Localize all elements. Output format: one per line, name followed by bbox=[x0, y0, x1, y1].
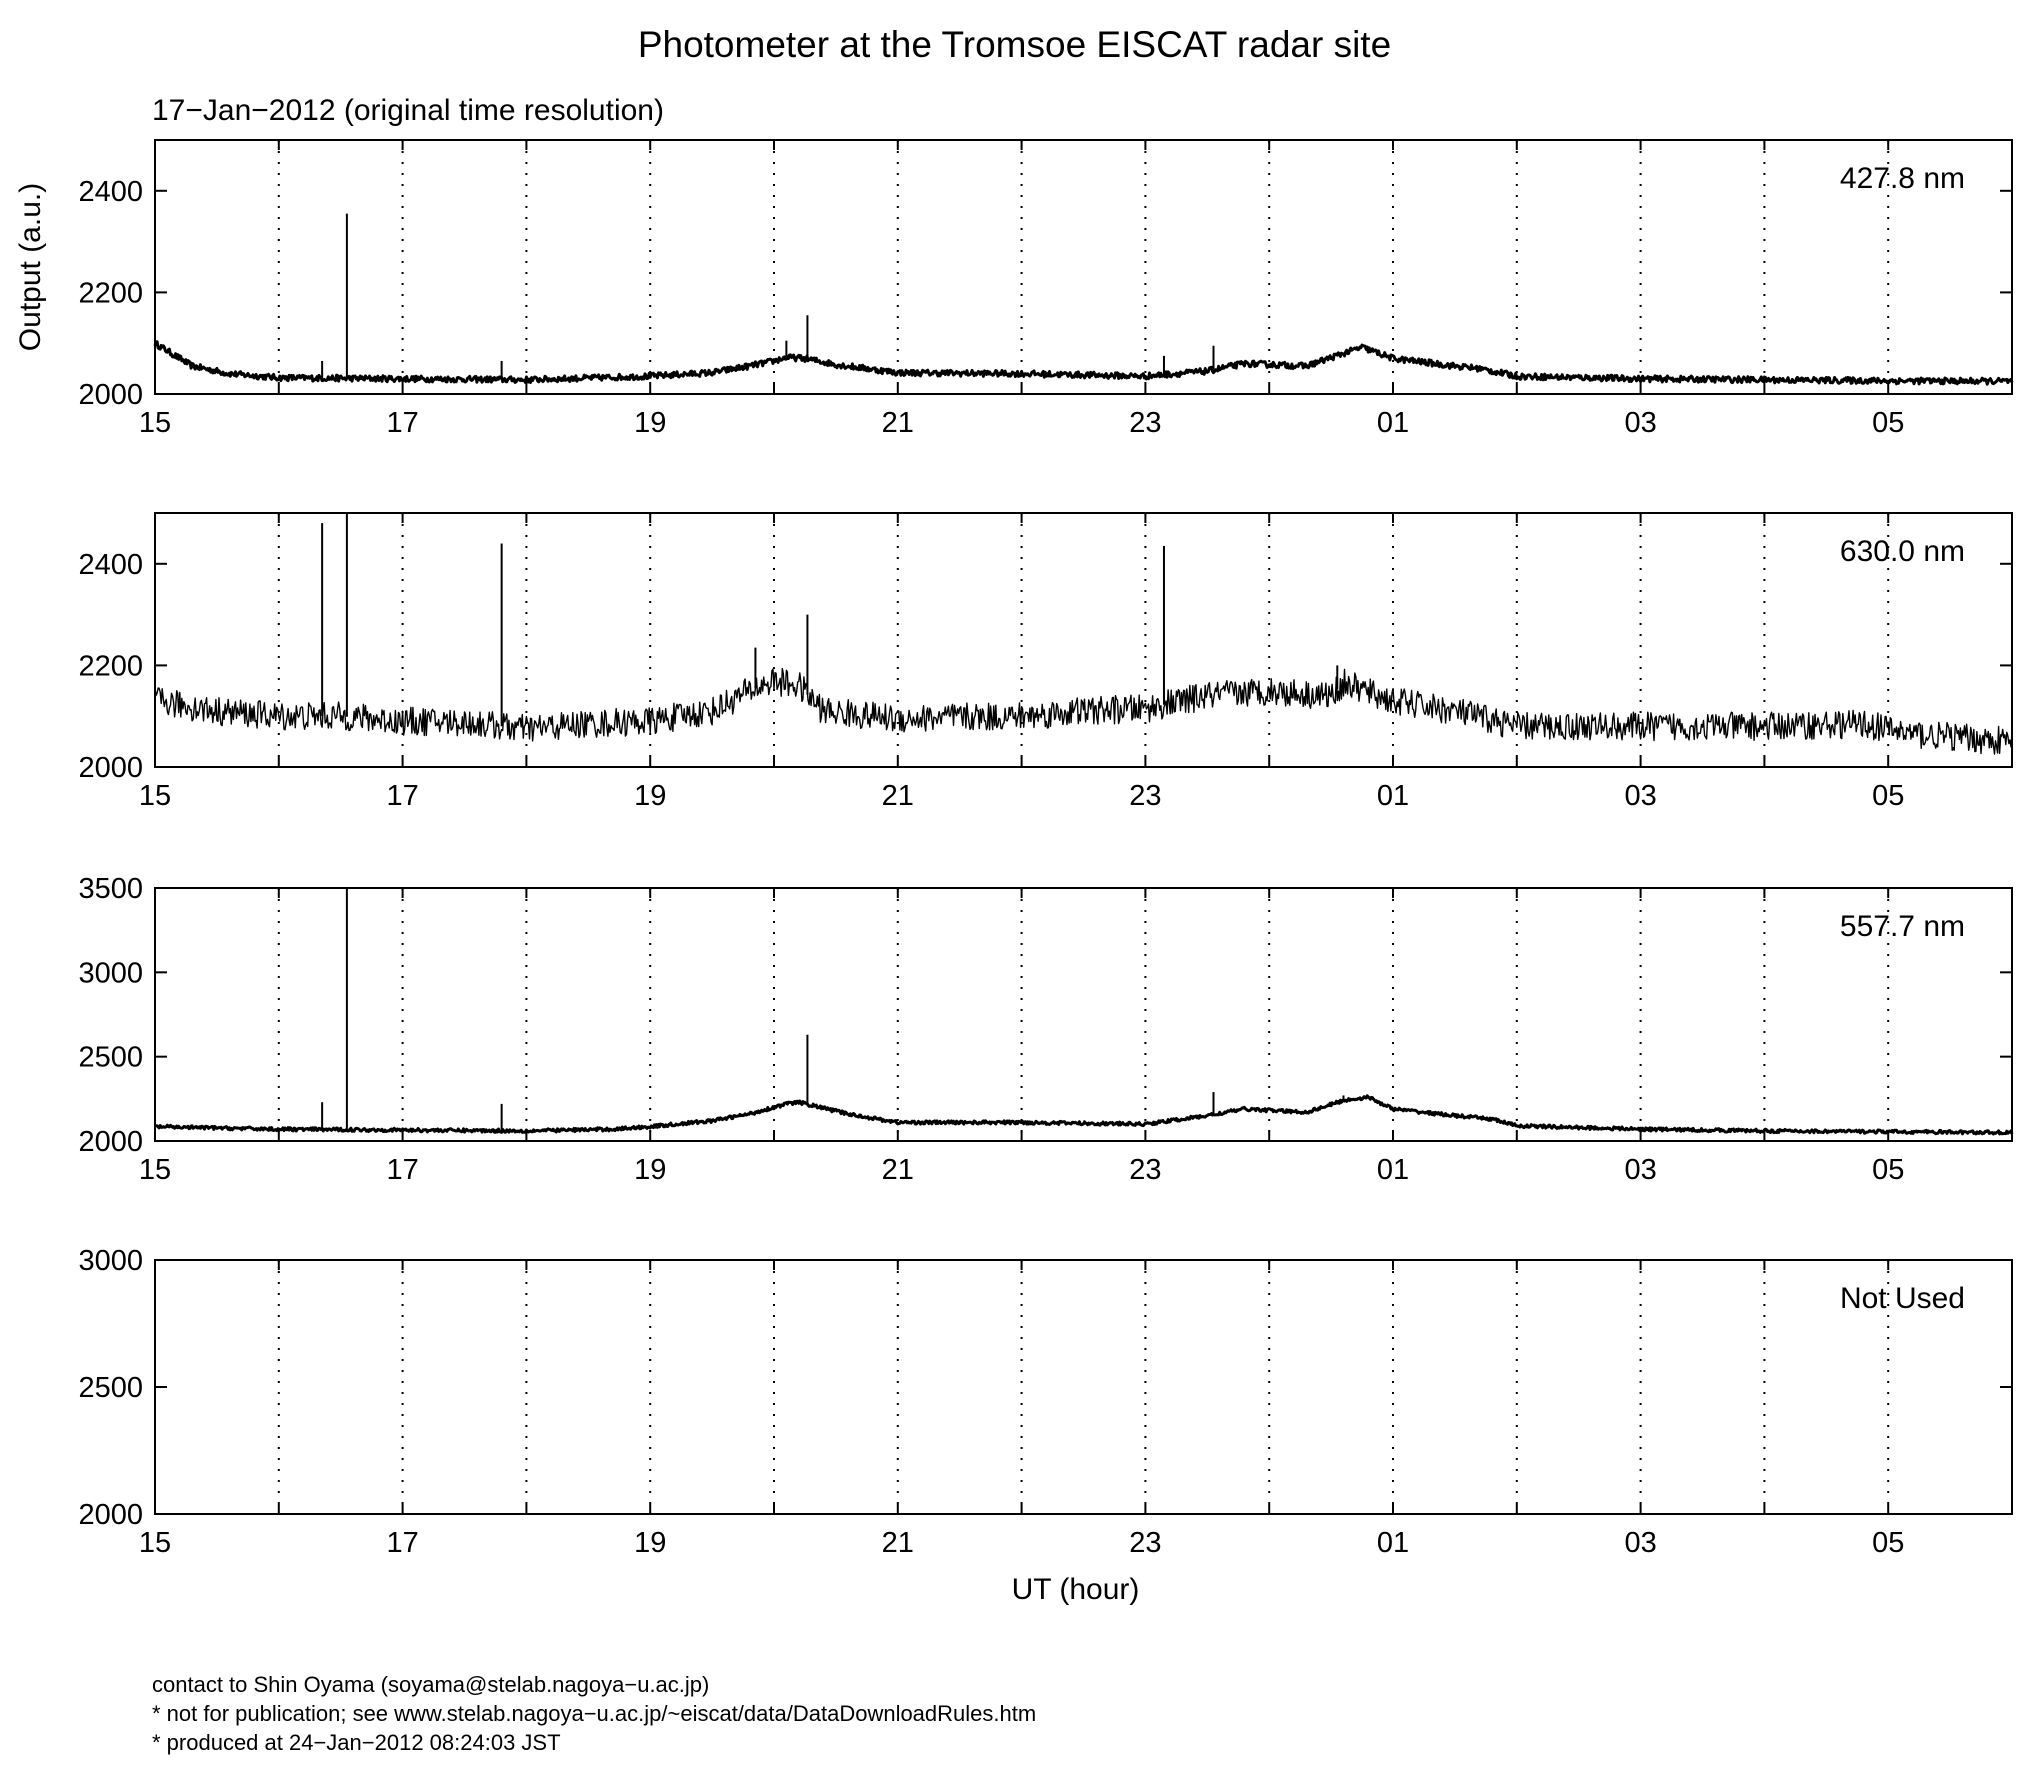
y-tick-label: 2400 bbox=[78, 176, 143, 208]
x-tick-label: 21 bbox=[882, 1527, 914, 1559]
y-tick-label: 3000 bbox=[78, 957, 143, 989]
x-tick-label: 05 bbox=[1872, 1154, 1904, 1186]
x-tick-label: 01 bbox=[1377, 1527, 1409, 1559]
series-line bbox=[153, 340, 2014, 386]
x-tick-label: 19 bbox=[634, 1154, 666, 1186]
chart-subtitle: 17−Jan−2012 (original time resolution) bbox=[152, 94, 664, 127]
y-tick-label: 3000 bbox=[78, 1245, 143, 1277]
y-tick-label: 2000 bbox=[78, 1126, 143, 1158]
y-tick-label: 2000 bbox=[78, 752, 143, 784]
y-axis-label: Output (a.u.) bbox=[14, 183, 47, 351]
x-tick-label: 17 bbox=[386, 1527, 418, 1559]
x-tick-label: 23 bbox=[1129, 780, 1161, 812]
y-tick-label: 2500 bbox=[78, 1372, 143, 1404]
x-tick-label: 15 bbox=[139, 1527, 171, 1559]
panel-frame bbox=[154, 1259, 2013, 1515]
footer-contact: contact to Shin Oyama (soyama@stelab.nag… bbox=[152, 1672, 710, 1697]
x-tick-label: 03 bbox=[1624, 407, 1656, 439]
chart-title: Photometer at the Tromsoe EISCAT radar s… bbox=[637, 24, 1392, 65]
panel-label: 630.0 nm bbox=[1840, 535, 1965, 568]
panel-label: 557.7 nm bbox=[1840, 910, 1965, 943]
x-tick-label: 05 bbox=[1872, 407, 1904, 439]
x-tick-label: 21 bbox=[882, 780, 914, 812]
panel-frame bbox=[154, 887, 2013, 1142]
x-tick-label: 03 bbox=[1624, 780, 1656, 812]
y-tick-label: 2400 bbox=[78, 549, 143, 581]
y-tick-label: 2200 bbox=[78, 650, 143, 682]
x-tick-label: 15 bbox=[139, 1154, 171, 1186]
x-tick-label: 03 bbox=[1624, 1527, 1656, 1559]
x-tick-label: 21 bbox=[882, 1154, 914, 1186]
footer: contact to Shin Oyama (soyama@stelab.nag… bbox=[152, 1670, 1036, 1757]
x-tick-label: 01 bbox=[1377, 407, 1409, 439]
panel-label: 427.8 nm bbox=[1840, 162, 1965, 195]
x-tick-label: 15 bbox=[139, 780, 171, 812]
x-tick-label: 23 bbox=[1129, 407, 1161, 439]
x-tick-label: 01 bbox=[1377, 1154, 1409, 1186]
x-tick-label: 19 bbox=[634, 407, 666, 439]
x-tick-label: 05 bbox=[1872, 780, 1904, 812]
x-tick-label: 19 bbox=[634, 780, 666, 812]
x-tick-label: 17 bbox=[386, 1154, 418, 1186]
y-tick-label: 2200 bbox=[78, 277, 143, 309]
y-tick-label: 2000 bbox=[78, 379, 143, 411]
panel-frame bbox=[154, 512, 2013, 768]
series-line bbox=[154, 1094, 2014, 1136]
x-tick-label: 03 bbox=[1624, 1154, 1656, 1186]
y-tick-label: 2000 bbox=[78, 1499, 143, 1531]
x-tick-label: 23 bbox=[1129, 1154, 1161, 1186]
x-tick-label: 23 bbox=[1129, 1527, 1161, 1559]
footer-produced: * produced at 24−Jan−2012 08:24:03 JST bbox=[152, 1730, 561, 1755]
footer-notice: * not for publication; see www.stelab.na… bbox=[152, 1701, 1037, 1726]
x-tick-label: 21 bbox=[882, 407, 914, 439]
x-tick-label: 01 bbox=[1377, 780, 1409, 812]
panel-frame bbox=[154, 139, 2013, 395]
x-tick-label: 17 bbox=[386, 407, 418, 439]
panel-label: Not Used bbox=[1840, 1282, 1965, 1315]
x-axis-label: UT (hour) bbox=[1012, 1573, 1140, 1606]
x-tick-label: 05 bbox=[1872, 1527, 1904, 1559]
y-tick-label: 2500 bbox=[78, 1042, 143, 1074]
x-tick-label: 17 bbox=[386, 780, 418, 812]
x-tick-label: 15 bbox=[139, 407, 171, 439]
series-line bbox=[154, 667, 2013, 755]
y-tick-label: 3500 bbox=[78, 873, 143, 905]
x-tick-label: 19 bbox=[634, 1527, 666, 1559]
